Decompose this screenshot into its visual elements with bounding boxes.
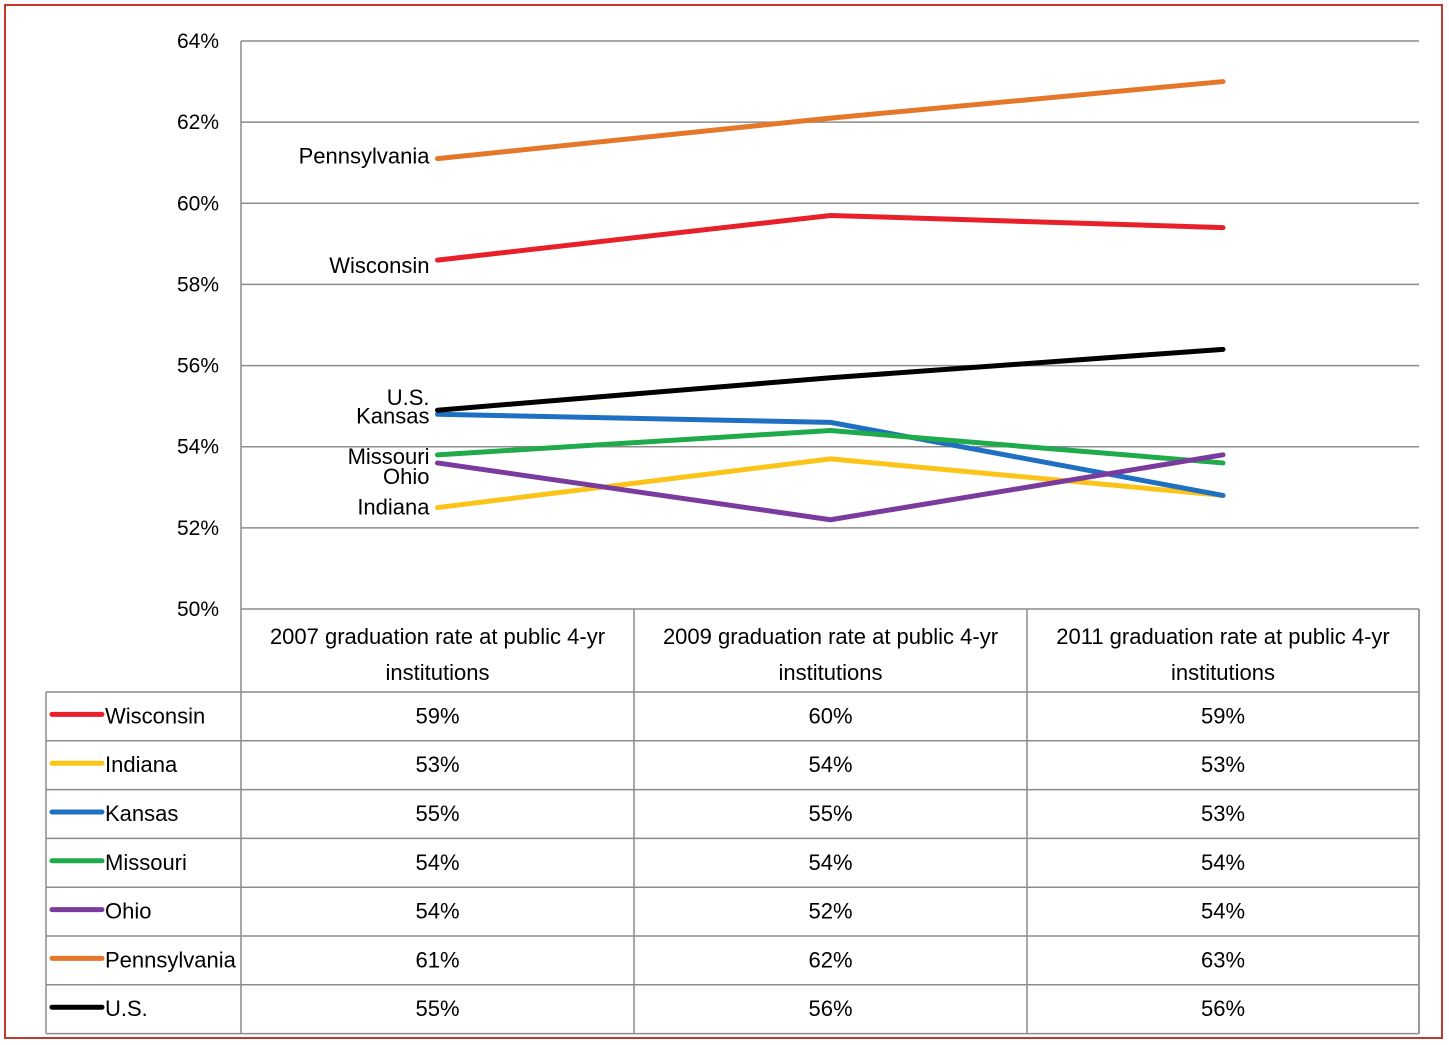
data-label: 54% <box>1201 899 1245 924</box>
data-table: 2007 graduation rate at public 4-yr insti… <box>45 609 1420 1035</box>
y-tick-label: 58% <box>177 273 219 296</box>
data-label: 54% <box>1201 850 1245 875</box>
y-tick-label: 60% <box>177 192 219 215</box>
data-label: 54% <box>415 899 459 924</box>
series-line-missouri <box>435 427 1226 466</box>
data-label: 54% <box>415 850 459 875</box>
series-lines <box>435 79 1226 523</box>
table-row-label: Indiana <box>105 752 178 777</box>
table-row-label: Missouri <box>105 850 187 875</box>
table-row-label: Ohio <box>105 899 151 924</box>
table-row-label: Kansas <box>105 801 178 826</box>
gridlines <box>240 40 1419 610</box>
data-label: 60% <box>808 703 852 728</box>
series-label-us: U.S. <box>387 385 430 410</box>
series-line-ohio <box>435 452 1226 523</box>
y-tick-label: 54% <box>177 436 219 459</box>
series-line-kansas <box>435 411 1226 498</box>
data-label: 53% <box>415 752 459 777</box>
data-label: 61% <box>415 947 459 972</box>
series-label-missouri: Missouri <box>348 444 430 469</box>
data-label: 53% <box>1201 801 1245 826</box>
series-label-kansas: Kansas <box>356 403 429 428</box>
series-label-ohio: Ohio <box>383 464 429 489</box>
data-label: 55% <box>808 801 852 826</box>
data-label: 55% <box>415 801 459 826</box>
data-label: 54% <box>808 752 852 777</box>
data-label: 56% <box>1201 996 1245 1021</box>
y-tick-label: 52% <box>177 517 219 540</box>
table-row-label: U.S. <box>105 996 148 1021</box>
data-label: 56% <box>808 996 852 1021</box>
x-category-label: 2009 graduation rate at public 4-yr insti… <box>663 624 998 685</box>
series-line-indiana <box>435 456 1226 511</box>
x-category-label: 2011 graduation rate at public 4-yr insti… <box>1056 624 1389 685</box>
data-label: 59% <box>415 703 459 728</box>
x-category-label: 2007 graduation rate at public 4-yr insti… <box>270 624 605 685</box>
series-line-us <box>435 346 1226 413</box>
y-tick-label: 56% <box>177 355 219 378</box>
series-label-wisconsin: Wisconsin <box>329 253 429 278</box>
data-label: 55% <box>415 996 459 1021</box>
y-axis-ticks: 50% 52% 54% 56% 58% 60% 62% 64% <box>177 30 219 621</box>
data-label: 52% <box>808 899 852 924</box>
series-line-pennsylvania <box>435 79 1226 162</box>
y-tick-label: 62% <box>177 111 219 134</box>
series-line-wisconsin <box>435 212 1226 263</box>
data-label: 53% <box>1201 752 1245 777</box>
data-label: 62% <box>808 947 852 972</box>
series-label-pennsylvania: Pennsylvania <box>299 144 431 169</box>
series-label-indiana: Indiana <box>357 495 430 520</box>
data-label: 54% <box>808 850 852 875</box>
y-tick-label: 50% <box>177 598 219 621</box>
table-row-label: Wisconsin <box>105 703 205 728</box>
data-label: 63% <box>1201 947 1245 972</box>
chart-frame <box>4 4 1443 1039</box>
data-label: 59% <box>1201 703 1245 728</box>
table-row-label: Pennsylvania <box>105 947 237 972</box>
y-tick-label: 64% <box>177 30 219 53</box>
